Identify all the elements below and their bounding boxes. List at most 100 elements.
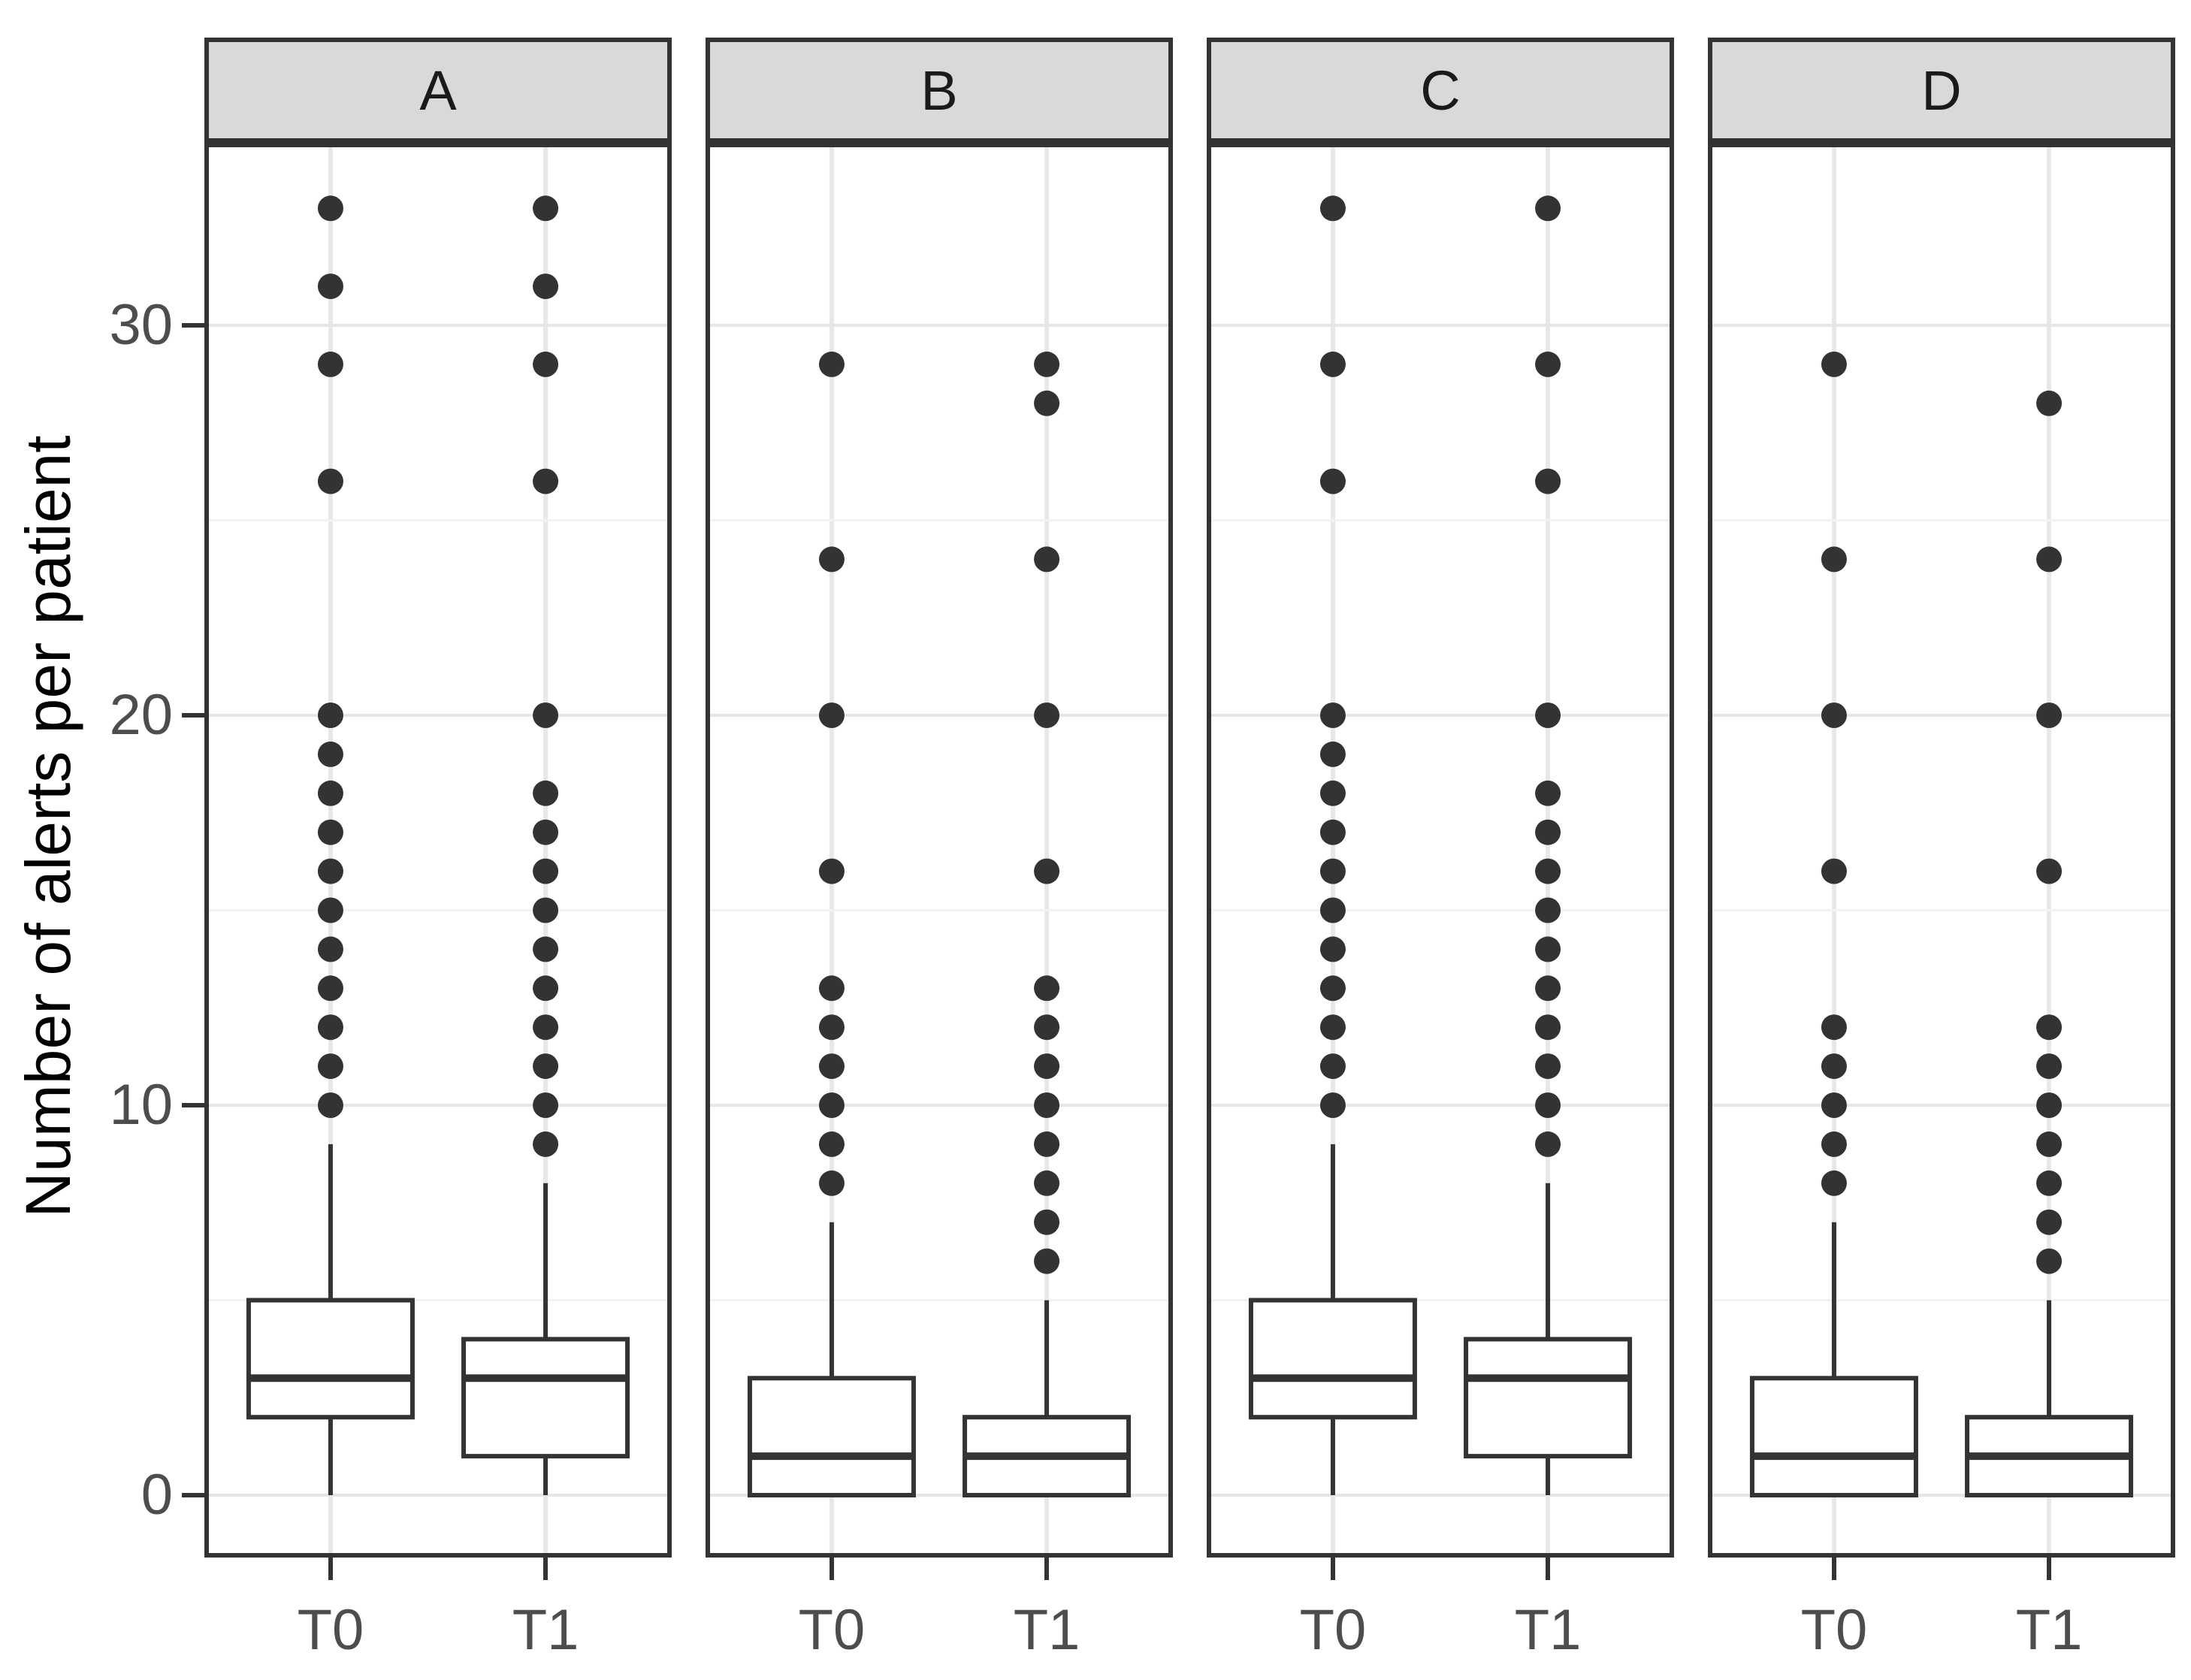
outlier-point [1034,1209,1060,1235]
x-tick-mark [1044,1558,1050,1580]
y-tick-mark [182,1103,204,1107]
outlier-point [1319,195,1346,222]
outlier-point [2036,1053,2063,1080]
facet-panel-C [1207,143,1674,1558]
outlier-point [317,780,343,806]
outlier-point [1535,351,1561,377]
facet-panel-B [706,143,1173,1558]
outlier-point [2036,1170,2063,1196]
box-iqr [1248,1298,1417,1420]
outlier-point [2036,1131,2063,1157]
outlier-point [533,1092,559,1118]
outlier-point [818,546,845,573]
outlier-point [1535,1014,1561,1041]
outlier-point [2036,546,2063,573]
outlier-point [317,975,343,1002]
outlier-point [818,351,845,377]
outlier-point [1034,1053,1060,1080]
outlier-point [1034,975,1060,1002]
outlier-point [1319,351,1346,377]
outlier-point [1319,1014,1346,1041]
outlier-point [533,1131,559,1157]
outlier-point [1535,703,1561,728]
outlier-point [1821,1092,1847,1118]
facet-panel-D [1708,143,2175,1558]
x-tick-mark [543,1558,549,1580]
boxplot-B-T1 [963,351,1132,1497]
outlier-point [317,741,343,767]
outlier-point [317,936,343,962]
y-tick-label: 0 [141,1463,173,1527]
x-tick-label: T0 [1800,1598,1868,1662]
x-tick-mark [2047,1558,2052,1580]
outlier-point [1034,1170,1060,1196]
y-tick-label: 30 [109,293,173,357]
outlier-point [533,703,559,728]
outlier-point [2036,1092,2063,1118]
panel-border [1708,143,2175,1558]
outlier-point [1034,1014,1060,1041]
outlier-point [2036,703,2063,728]
outlier-point [1319,468,1346,494]
outlier-point [533,975,559,1002]
outlier-point [533,936,559,962]
outlier-point [1535,195,1561,222]
outlier-point [1535,975,1561,1002]
boxplot-D-T1 [1965,390,2134,1497]
outlier-point [317,273,343,300]
facet-strip-label: D [1921,59,1962,122]
outlier-point [533,1053,559,1080]
outlier-point [1319,1092,1346,1118]
outlier-point [1319,897,1346,923]
outlier-point [317,468,343,494]
outlier-point [1319,780,1346,806]
outlier-point [1535,780,1561,806]
outlier-point [533,858,559,884]
outlier-point [818,858,845,884]
outlier-point [317,351,343,377]
outlier-point [533,273,559,300]
facet-strip-B: B [706,38,1173,143]
outlier-point [818,975,845,1002]
outlier-point [2036,858,2063,884]
box-iqr [246,1298,415,1420]
outlier-point [818,703,845,728]
y-tick-label: 10 [109,1073,173,1137]
x-tick-label: T0 [1299,1598,1367,1662]
outlier-point [1821,703,1847,728]
y-tick-mark [182,1493,204,1497]
x-tick-label: T1 [2015,1598,2083,1662]
boxplot-A-T1 [461,195,630,1495]
x-tick-label: T1 [1013,1598,1080,1662]
outlier-point [1034,858,1060,884]
outlier-point [1821,1014,1847,1041]
facet-strip-A: A [204,38,672,143]
outlier-point [1034,390,1060,416]
x-tick-label: T0 [798,1598,866,1662]
outlier-point [317,858,343,884]
outlier-point [317,1092,343,1118]
outlier-point [1319,975,1346,1002]
outlier-point [1319,703,1346,728]
facet-strip-label: A [419,59,457,122]
outlier-point [317,1053,343,1080]
outlier-point [533,819,559,845]
box-iqr [1749,1376,1918,1498]
outlier-point [1319,858,1346,884]
outlier-point [533,351,559,377]
box-iqr [1464,1337,1633,1459]
facet-strip-label: C [1420,59,1461,122]
outlier-point [1535,468,1561,494]
outlier-point [1535,1092,1561,1118]
outlier-point [317,897,343,923]
outlier-point [533,1014,559,1041]
outlier-point [1821,1053,1847,1080]
x-tick-mark [328,1558,333,1580]
outlier-point [1535,897,1561,923]
outlier-point [1535,858,1561,884]
outlier-point [317,195,343,222]
outlier-point [533,897,559,923]
outlier-point [1319,819,1346,845]
outlier-point [1034,1248,1060,1274]
outlier-point [818,1053,845,1080]
